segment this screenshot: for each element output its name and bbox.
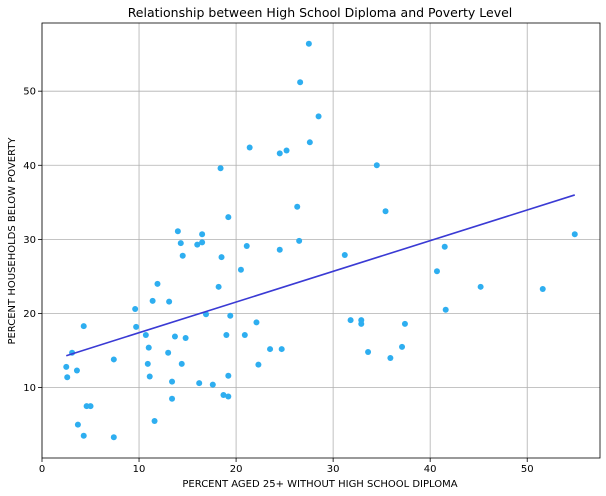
data-point bbox=[296, 237, 303, 244]
x-tick-label: 0 bbox=[39, 464, 45, 475]
data-point bbox=[171, 333, 178, 340]
y-tick-label: 50 bbox=[23, 87, 36, 98]
data-point bbox=[63, 363, 70, 370]
data-point bbox=[80, 432, 87, 439]
data-point bbox=[178, 360, 185, 367]
data-point bbox=[165, 349, 172, 356]
data-point bbox=[341, 251, 348, 258]
data-point bbox=[194, 241, 201, 248]
data-point bbox=[255, 361, 262, 368]
data-point bbox=[179, 252, 186, 259]
x-tick-label: 40 bbox=[424, 464, 437, 475]
data-point bbox=[347, 317, 354, 324]
x-axis-label: PERCENT AGED 25+ WITHOUT HIGH SCHOOL DIP… bbox=[182, 479, 457, 490]
data-point bbox=[199, 239, 206, 246]
data-point bbox=[246, 144, 253, 151]
data-point bbox=[297, 79, 304, 86]
data-point bbox=[73, 367, 80, 374]
data-point bbox=[110, 434, 117, 441]
data-point bbox=[220, 392, 227, 399]
data-point bbox=[87, 403, 94, 410]
data-point bbox=[278, 346, 285, 353]
data-point bbox=[433, 268, 440, 275]
data-point bbox=[237, 266, 244, 273]
data-point bbox=[358, 320, 365, 327]
data-point bbox=[215, 283, 222, 290]
data-point bbox=[306, 139, 313, 146]
x-tick-label: 50 bbox=[521, 464, 534, 475]
data-point bbox=[166, 298, 173, 305]
data-point bbox=[110, 356, 117, 363]
data-point bbox=[217, 165, 224, 172]
data-point bbox=[539, 286, 546, 293]
data-point bbox=[132, 306, 139, 313]
y-tick-label: 20 bbox=[23, 309, 36, 320]
plot-area-frame bbox=[41, 22, 601, 459]
data-point bbox=[401, 320, 408, 327]
data-point bbox=[74, 421, 81, 428]
data-point bbox=[133, 323, 140, 330]
data-point bbox=[223, 331, 230, 338]
data-point bbox=[199, 231, 206, 238]
data-point bbox=[382, 208, 389, 215]
x-axis-ticks: 0 10 20 30 40 50 bbox=[39, 458, 534, 475]
data-point bbox=[387, 354, 394, 361]
x-tick-label: 20 bbox=[230, 464, 243, 475]
data-point bbox=[64, 374, 71, 381]
data-point bbox=[267, 346, 274, 353]
data-point bbox=[365, 349, 372, 356]
trend-line bbox=[66, 194, 576, 357]
data-point bbox=[571, 231, 578, 238]
data-point bbox=[209, 381, 216, 388]
data-point bbox=[218, 254, 225, 261]
data-point bbox=[142, 331, 149, 338]
data-point bbox=[182, 334, 189, 341]
data-point bbox=[80, 323, 87, 330]
data-point bbox=[177, 240, 184, 247]
data-point bbox=[253, 319, 260, 326]
trendline-layer bbox=[66, 194, 576, 357]
data-point bbox=[196, 380, 203, 387]
data-point bbox=[241, 331, 248, 338]
data-point bbox=[477, 283, 484, 290]
data-points bbox=[63, 40, 578, 441]
data-point bbox=[442, 306, 449, 313]
y-tick-label: 30 bbox=[23, 235, 36, 246]
data-point bbox=[169, 395, 176, 402]
data-point bbox=[225, 214, 232, 221]
data-point bbox=[144, 360, 151, 367]
data-point bbox=[174, 228, 181, 235]
data-point bbox=[146, 373, 153, 380]
data-point bbox=[145, 344, 152, 351]
x-tick-label: 30 bbox=[327, 464, 340, 475]
y-tick-label: 40 bbox=[23, 161, 36, 172]
data-point bbox=[154, 280, 161, 287]
data-point bbox=[283, 147, 290, 154]
data-point bbox=[305, 40, 312, 47]
data-point bbox=[151, 417, 158, 424]
data-point bbox=[373, 162, 380, 169]
x-tick-label: 10 bbox=[133, 464, 146, 475]
y-axis-ticks: 10 20 30 40 50 bbox=[23, 87, 42, 394]
y-axis-label: PERCENT HOUSEHOLDS BELOW POVERTY bbox=[7, 137, 18, 345]
data-point bbox=[294, 203, 301, 210]
chart-title: Relationship between High School Diploma… bbox=[128, 5, 513, 20]
data-point bbox=[149, 297, 156, 304]
data-point bbox=[441, 243, 448, 250]
data-point bbox=[243, 243, 250, 250]
data-point bbox=[315, 113, 322, 120]
data-point bbox=[399, 343, 406, 350]
data-point bbox=[225, 372, 232, 379]
data-point bbox=[227, 312, 234, 319]
data-point bbox=[276, 246, 283, 253]
data-point bbox=[276, 150, 283, 157]
data-point bbox=[225, 393, 232, 400]
data-point bbox=[169, 378, 176, 385]
y-tick-label: 10 bbox=[23, 383, 36, 394]
